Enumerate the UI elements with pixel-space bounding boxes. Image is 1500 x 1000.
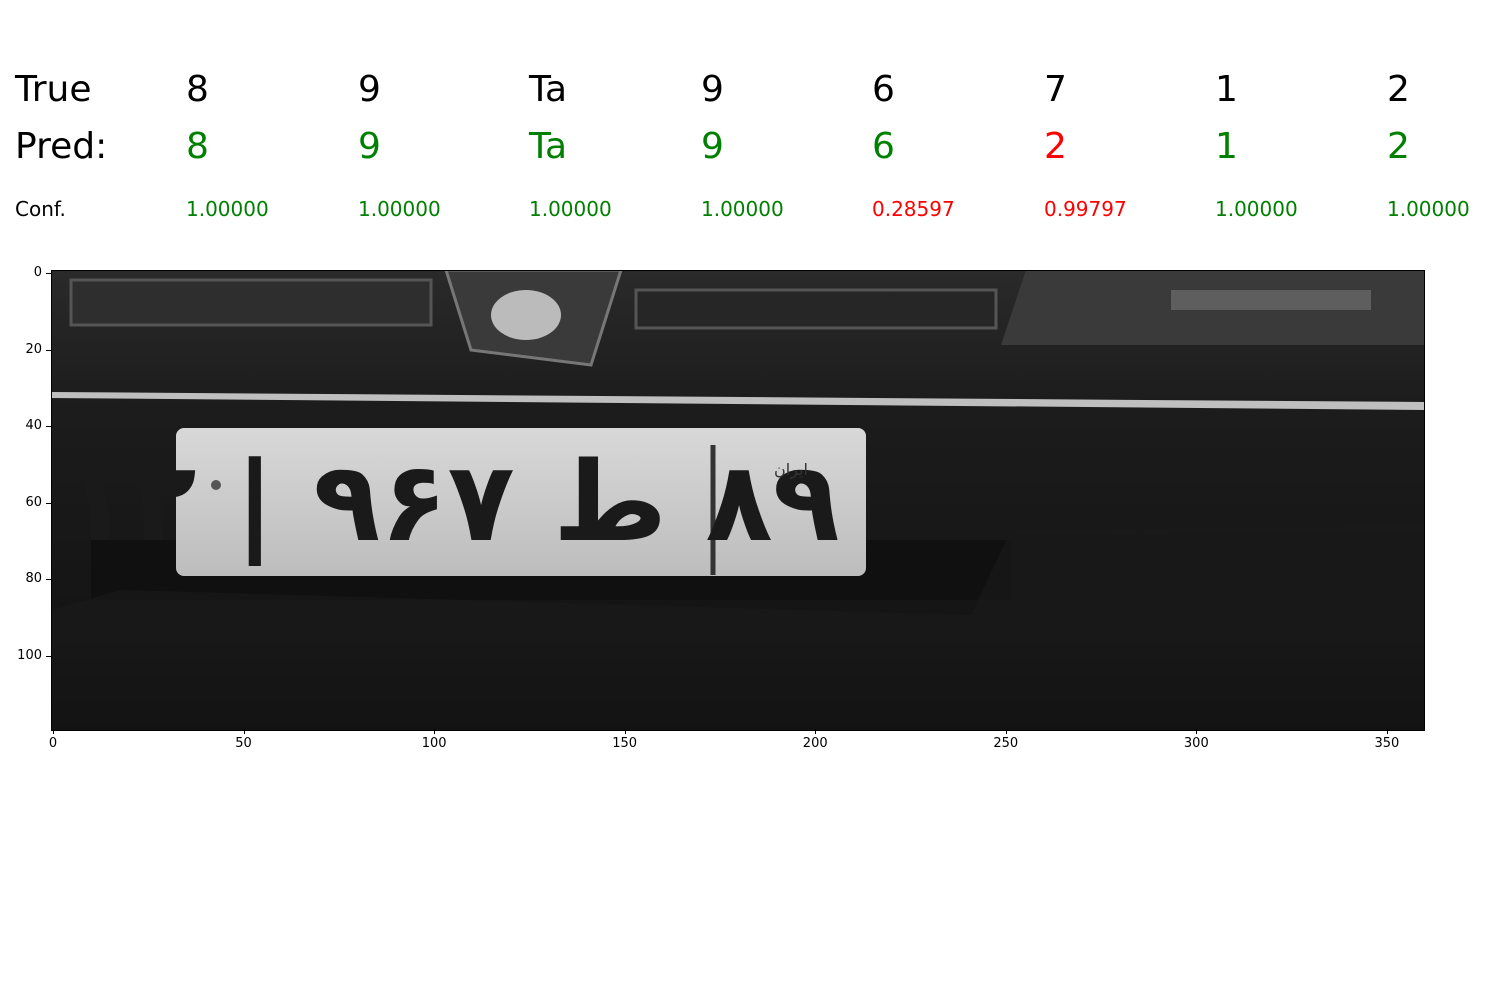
x-tick-mark — [53, 729, 54, 734]
x-tick-mark — [815, 729, 817, 734]
y-tick-label: 60 — [25, 494, 42, 510]
pred-char: 8 — [186, 126, 209, 167]
conf-row-label: Conf. — [15, 197, 66, 221]
x-tick-label: 200 — [802, 736, 828, 751]
y-tick-mark — [46, 655, 51, 657]
true-char: 1 — [1215, 69, 1238, 110]
y-tick-mark — [46, 579, 51, 580]
true-char: 9 — [358, 69, 381, 110]
x-tick-label: 300 — [1183, 736, 1209, 751]
true-char: 9 — [701, 69, 724, 110]
y-tick-mark — [46, 273, 51, 274]
conf-value: 1.00000 — [1215, 197, 1298, 221]
plate-region-label: ایران — [774, 460, 808, 480]
true-char: 6 — [872, 69, 895, 110]
pred-char: 9 — [701, 126, 724, 167]
y-tick-mark — [46, 349, 51, 351]
conf-value: 1.00000 — [1387, 197, 1470, 221]
y-tick-mark — [46, 502, 51, 504]
y-tick-label: 40 — [25, 418, 42, 433]
pred-char: Ta — [529, 126, 568, 167]
true-char: 8 — [186, 69, 209, 110]
pred-char: 2 — [1387, 126, 1410, 167]
true-char: 7 — [1044, 69, 1067, 110]
y-tick-label: 80 — [25, 571, 42, 586]
x-tick-mark — [434, 729, 436, 734]
x-tick-label: 150 — [612, 736, 638, 751]
conf-value: 0.28597 — [872, 197, 955, 221]
axes-frame — [51, 270, 1425, 731]
x-tick-mark — [1386, 729, 1388, 734]
plate-photo: ۸۹ ط ۹۶۷ | ۱۲ ایران — [51, 270, 1424, 730]
x-tick-mark — [1005, 729, 1007, 734]
plate-main-text: ۸۹ ط ۹۶۷ | ۱۲ — [62, 438, 840, 567]
x-tick-mark — [243, 729, 245, 734]
y-tick-mark — [46, 426, 51, 427]
true-row-label: True — [15, 69, 92, 110]
conf-value: 1.00000 — [529, 197, 612, 221]
x-tick-label: 0 — [48, 736, 58, 751]
pred-char: 1 — [1215, 126, 1238, 167]
x-tick-mark — [624, 729, 626, 734]
conf-value: 1.00000 — [358, 197, 441, 221]
y-tick-label: 100 — [17, 647, 42, 663]
conf-value: 1.00000 — [701, 197, 784, 221]
x-tick-label: 100 — [421, 736, 447, 751]
y-tick-label: 0 — [33, 265, 42, 280]
pred-char: 6 — [872, 126, 895, 167]
x-tick-mark — [1196, 729, 1198, 734]
pred-char: 2 — [1044, 126, 1067, 167]
x-tick-label: 350 — [1374, 736, 1400, 751]
x-tick-label: 250 — [993, 736, 1019, 751]
x-tick-label: 50 — [235, 736, 252, 751]
true-char: Ta — [529, 69, 568, 110]
conf-value: 1.00000 — [186, 197, 269, 221]
conf-value: 0.99797 — [1044, 197, 1127, 221]
y-tick-label: 20 — [25, 341, 42, 357]
pred-row-label: Pred: — [15, 126, 108, 167]
pred-char: 9 — [358, 126, 381, 167]
true-char: 2 — [1387, 69, 1410, 110]
